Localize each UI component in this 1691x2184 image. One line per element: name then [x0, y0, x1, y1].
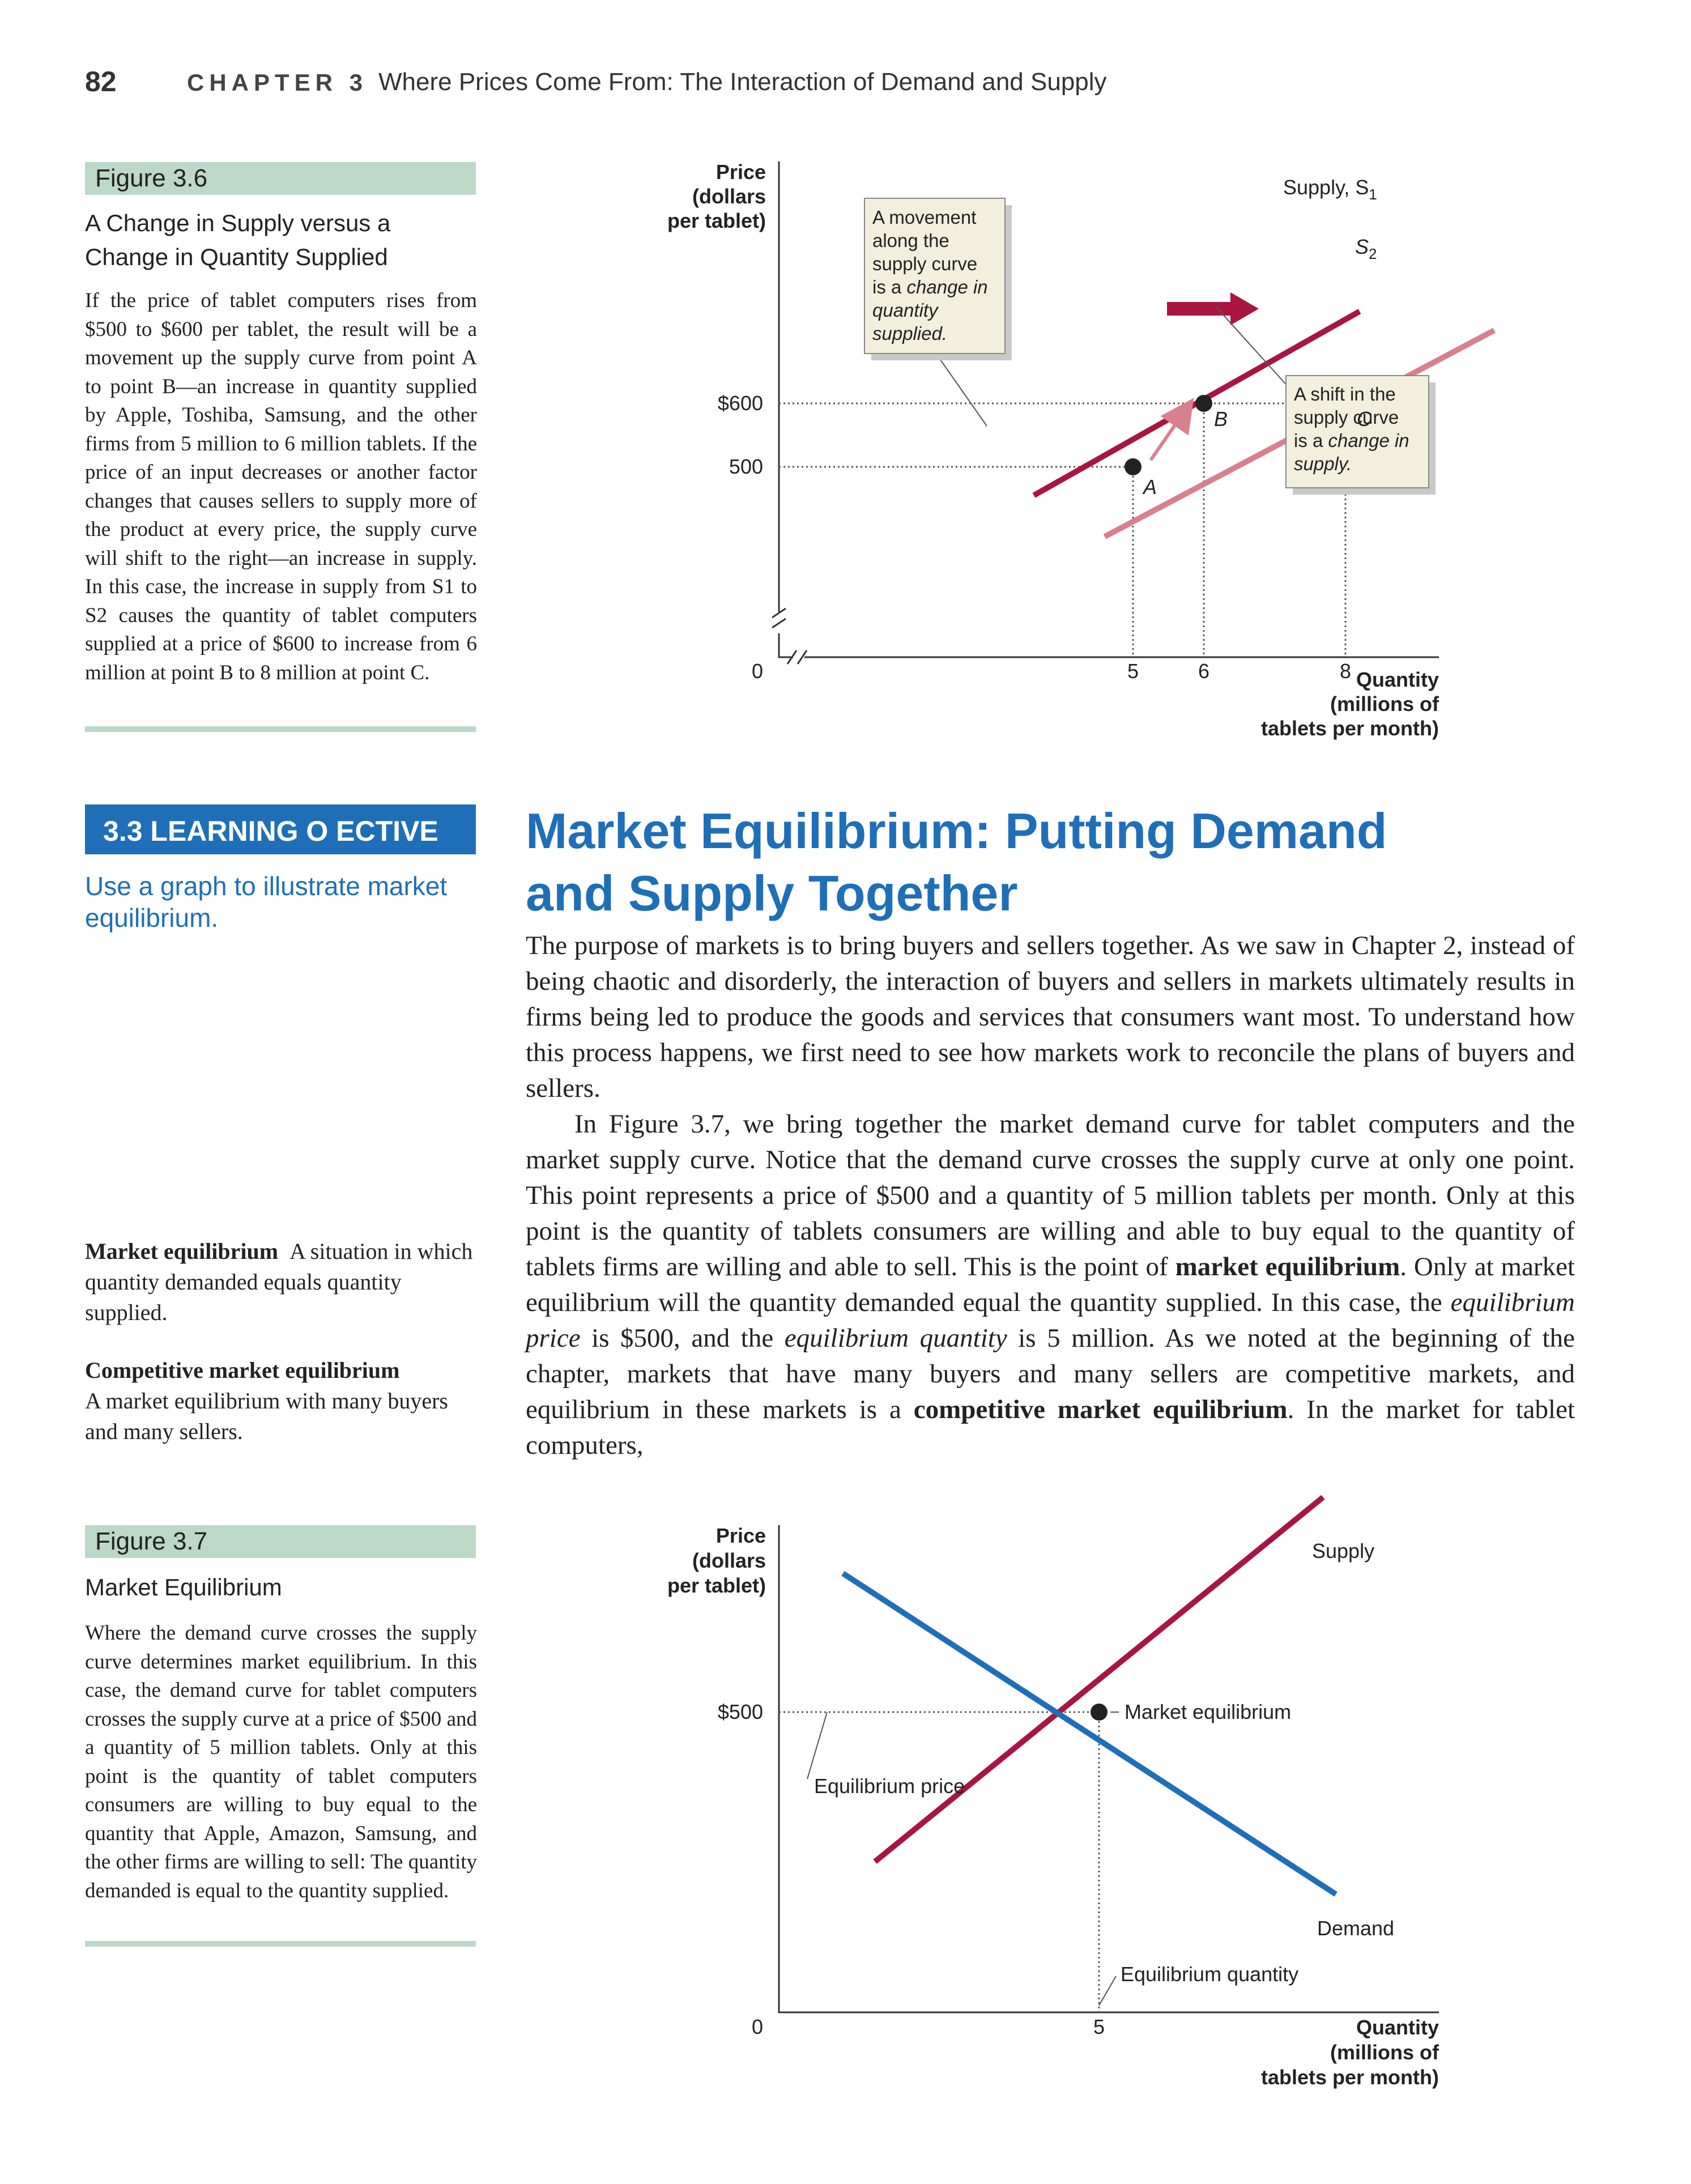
callout-shift-line: supply.: [1294, 453, 1352, 474]
origin-label: 0: [752, 2015, 763, 2038]
figure-3-7-tab: Figure 3.7: [85, 1525, 476, 1558]
chapter-label: CHAPTER 3: [187, 69, 368, 96]
movement-arrow: [1149, 398, 1194, 461]
callout-movement-line: quantity: [872, 300, 939, 321]
learning-objective-box: 3.3 LEARNING O ECTIVE: [85, 804, 476, 854]
learning-objective-label: 3.3 LEARNING O ECTIVE: [103, 815, 438, 847]
callout-movement-line: along the: [872, 230, 949, 251]
chapter-title: Where Prices Come From: The Interaction …: [378, 68, 1107, 96]
page-number: 82: [85, 66, 117, 97]
key-term-market-equilibrium: market equilibrium: [1175, 1252, 1400, 1282]
definition-market-equilibrium: Market equilibrium A situation in which …: [85, 1238, 473, 1325]
x-tick-label: 5: [1127, 659, 1139, 683]
section-heading: Market Equilibrium: Putting Demand and S…: [526, 800, 1602, 925]
point-label-b: B: [1214, 407, 1228, 431]
body-text: The purpose of markets is to bring buyer…: [526, 928, 1575, 1463]
callout-movement-line: is a change in: [872, 276, 988, 297]
point-label-a: A: [1142, 475, 1157, 499]
equilibrium-quantity-leader: [1098, 1976, 1117, 2006]
callout-movement-line: A movement: [872, 207, 976, 228]
y-tick-label: 500: [729, 455, 763, 478]
figure-3-6-chart: Price (dollars per tablet) Quantity (mil…: [667, 160, 1496, 740]
equilibrium-price-leader: [807, 1712, 828, 1779]
figure-3-6-label: Figure 3.6: [95, 164, 208, 192]
x-axis-title-line1: Quantity: [1356, 668, 1439, 691]
y-tick-label: $600: [718, 391, 763, 415]
callout-movement-line: supplied.: [872, 323, 947, 344]
y-axis-title-line3: per tablet): [667, 1574, 766, 1597]
annotation-equilibrium-quantity: Equilibrium quantity: [1121, 1962, 1298, 1986]
key-term-competitive-market-equilibrium: competitive market equilibrium: [913, 1395, 1288, 1424]
callout-movement-line: supply curve: [872, 253, 977, 274]
section-heading-line2: and Supply Together: [526, 865, 1018, 921]
y-axis-title-line2: (dollars: [692, 185, 766, 208]
callout-shift-text: A shift in the supply curve is a change in…: [1294, 384, 1409, 474]
annotation-equilibrium-price: Equilibrium price: [814, 1774, 965, 1798]
x-axis-title-line2: (millions of: [1330, 692, 1439, 716]
series-label-demand: Demand: [1317, 1917, 1394, 1940]
figure-3-7-chart: Price (dollars per tablet) Quantity (mil…: [667, 1495, 1439, 2089]
callout-shift-box: [1285, 375, 1429, 488]
axes: [772, 161, 1439, 665]
x-axis-title-line3: tablets per month): [1261, 2066, 1439, 2089]
y-axis-title-line1: Price: [716, 160, 766, 184]
point-label-c: C: [1357, 407, 1372, 431]
supply-curve: [873, 1495, 1325, 1864]
x-tick-label: 5: [1093, 2015, 1105, 2038]
body-paragraph-2: In Figure 3.7, we bring together the mar…: [526, 1109, 1575, 1460]
callout-movement-box: [864, 198, 1006, 354]
figure-3-7-rule: [85, 1941, 476, 1947]
callout-movement-leader: [940, 359, 987, 427]
figure-3-6-tab: Figure 3.6: [85, 162, 476, 195]
callout-shift-line: is a change in: [1294, 430, 1409, 451]
x-tick-label: 8: [1340, 659, 1351, 683]
figure-3-7-title: Market Equilibrium: [85, 1574, 282, 1600]
figure-3-7-label: Figure 3.7: [95, 1527, 208, 1555]
y-axis-title-line1: Price: [716, 1524, 766, 1547]
figure-3-6-rule: [85, 726, 476, 732]
callout-shift-line: supply curve: [1294, 407, 1399, 428]
origin-label: 0: [752, 659, 763, 683]
x-axis-title-line1: Quantity: [1356, 2016, 1439, 2039]
series-label-s2: S2: [1355, 235, 1377, 262]
figure-3-6-title: A Change in Supply versus a Change in Qu…: [85, 206, 482, 274]
y-axis-title-line2: (dollars: [692, 1549, 766, 1572]
y-tick-label: $500: [718, 1700, 763, 1723]
series-label-s1: Supply, S1: [1283, 176, 1377, 203]
x-axis-title-line2: (millions of: [1330, 2041, 1439, 2064]
body-paragraph-1: The purpose of markets is to bring buyer…: [526, 931, 1575, 1103]
demand-curve: [841, 1571, 1338, 1897]
point-a: [1125, 458, 1141, 475]
series-label-supply: Supply: [1312, 1539, 1374, 1563]
figure-3-6-title-line1: A Change in Supply versus a: [85, 210, 391, 236]
section-heading-line1: Market Equilibrium: Putting Demand: [526, 803, 1387, 859]
figure-3-6-title-line2: Change in Quantity Supplied: [85, 244, 388, 270]
callout-movement-text: A movement along the supply curve is a chan…: [872, 207, 988, 344]
figure-3-6-caption: If the price of tablet computers rises f…: [85, 289, 477, 684]
shift-arrow: [1167, 292, 1259, 325]
figure-3-7-caption: Where the demand curve crosses the suppl…: [85, 1621, 477, 1902]
callout-shift-line: A shift in the: [1294, 384, 1396, 405]
equilibrium-point: [1091, 1704, 1108, 1721]
y-axis-title-line3: per tablet): [667, 209, 766, 232]
x-axis-title-line3: tablets per month): [1261, 717, 1439, 740]
axes: [778, 1525, 1439, 2013]
annotation-market-equilibrium: Market equilibrium: [1125, 1700, 1291, 1723]
callout-shift-leader: [1215, 305, 1295, 394]
definition-competitive-market-equilibrium: Competitive market equilibrium A market e…: [85, 1357, 448, 1444]
point-b: [1195, 395, 1212, 412]
x-tick-label: 6: [1198, 659, 1209, 683]
learning-objective-text: Use a graph to illustrate market equilib…: [85, 871, 448, 933]
